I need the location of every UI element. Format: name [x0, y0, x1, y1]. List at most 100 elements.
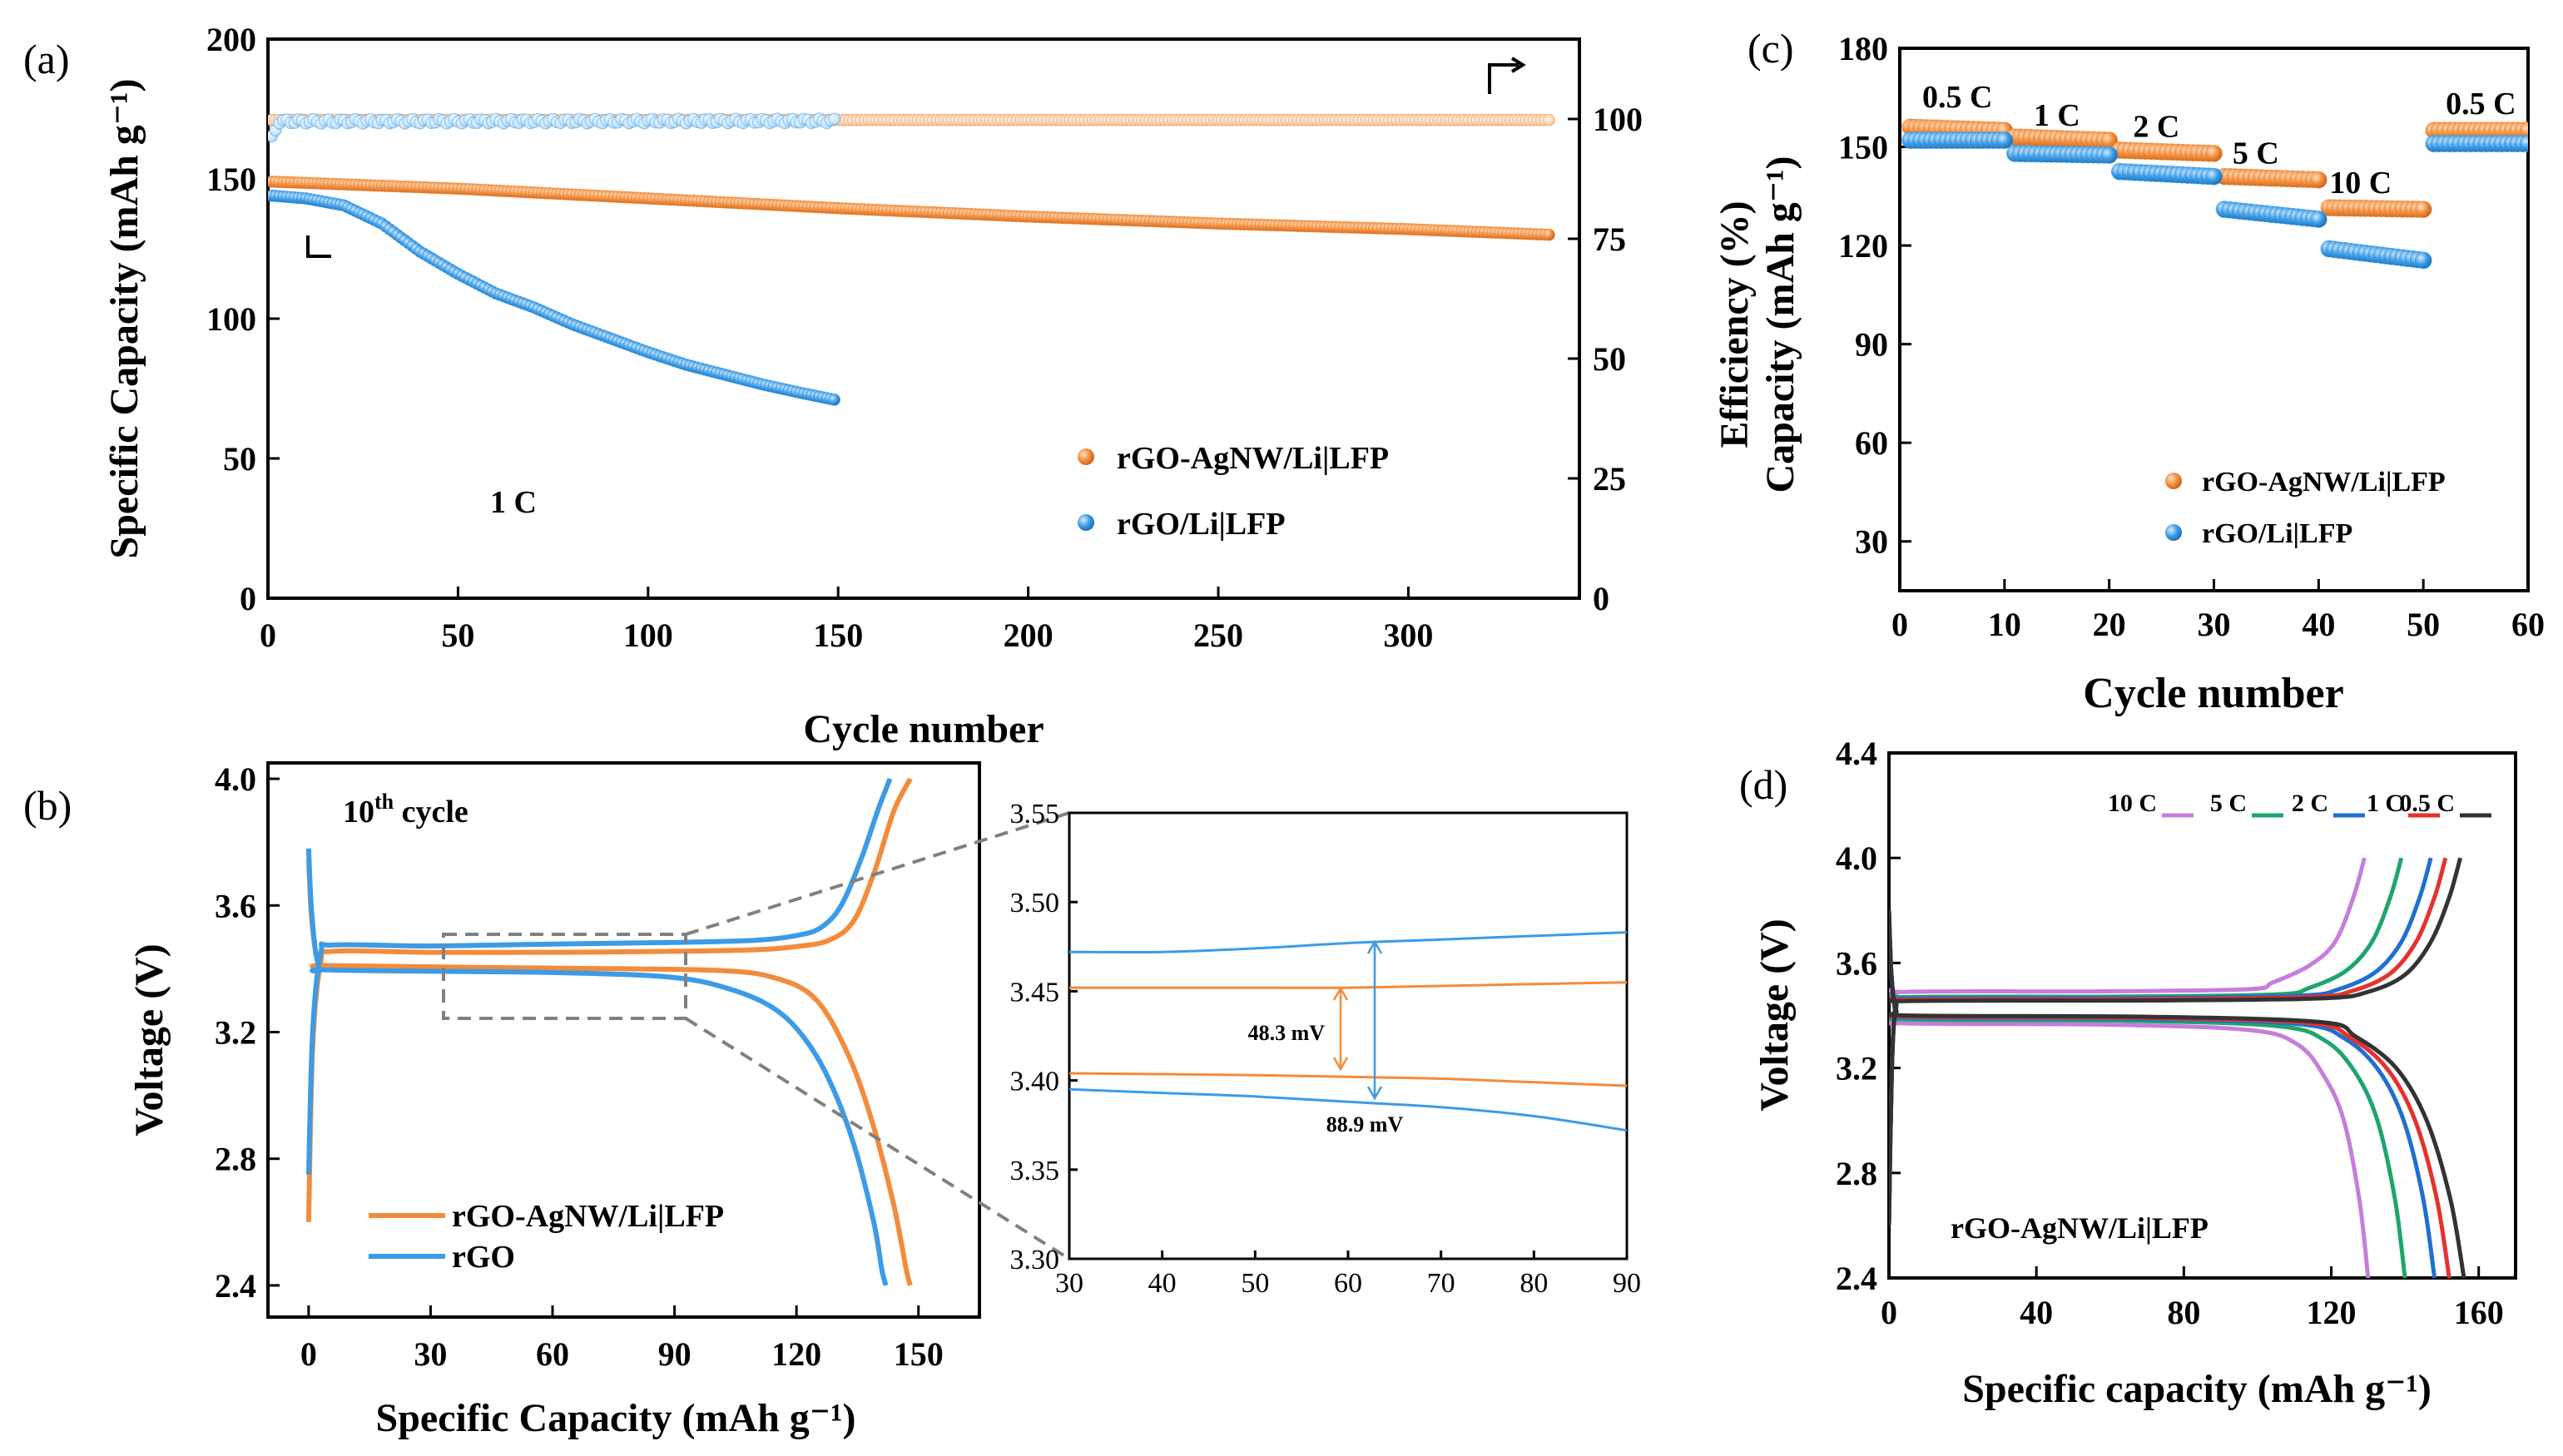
- zoom-region-box: [442, 933, 687, 1020]
- marker-orange-efficiency: [1543, 113, 1555, 126]
- y-tick-label: 3.35: [1010, 1156, 1060, 1186]
- x-tick-label: 60: [536, 1335, 569, 1373]
- x-tick-label: 40: [1148, 1268, 1177, 1299]
- y-tick-label: 90: [1855, 326, 1888, 364]
- panel-d: (d) 0 40 80 120 160 2.4 2.8 3.2 3.6 4.0 4.4 Specif…: [1739, 735, 2517, 1411]
- y-tick-label: 180: [1838, 30, 1888, 67]
- y-tick-label: 120: [1838, 227, 1888, 265]
- y-tick-label: 3.45: [1010, 977, 1060, 1008]
- x-tick-label: 150: [813, 617, 863, 654]
- panel-b: (b) 0 30 60 90 120 150 2.4 2.8 3.2 3.6 4.0 Specifi…: [23, 760, 1071, 1440]
- marker-orange-capacity: [1543, 228, 1555, 241]
- panel-b-data: [305, 777, 913, 1286]
- panel-c-legend-label: rGO/Li|LFP: [2202, 518, 2352, 549]
- panel-c: (c) 0 10 20 30 40 50 60 30 60 90 120 150 180 0.5 C 1 …: [1713, 25, 2545, 717]
- zoom-connector-bottom: [684, 1017, 1071, 1260]
- x-tick-label: 70: [1427, 1268, 1455, 1299]
- panel-b-label: (b): [23, 782, 72, 829]
- marker-blue: [2414, 251, 2432, 270]
- legend-label: 5 C: [2210, 790, 2247, 817]
- y-tick-label: 150: [206, 161, 256, 198]
- panel-d-annotation: rGO-AgNW/Li|LFP: [1951, 1211, 2209, 1245]
- gap-arrowhead-blue-bottom: [1366, 1086, 1383, 1101]
- rate-label: 2 C: [2133, 110, 2179, 145]
- gap-label-orange: 48.3 mV: [1248, 1021, 1326, 1045]
- y-tick-label: 3.50: [1010, 888, 1060, 919]
- panel-d-ylabel: Voltage (V): [1752, 919, 1797, 1112]
- y-tick-label: 3.40: [1010, 1067, 1060, 1097]
- panel-a: (a) 0 50 100 150 200 250 300 0 50 100 150 200 0 25 50 7…: [23, 21, 1643, 751]
- y2-tick-label: 25: [1593, 460, 1626, 498]
- left-axis-pointer-icon: [306, 235, 331, 258]
- y-tick-label: 3.6: [1836, 944, 1877, 982]
- panel-a-ylabel: Specific Capacity (mAh g⁻¹): [102, 79, 146, 559]
- y-tick-label: 200: [206, 21, 256, 58]
- x-tick-label: 30: [414, 1335, 447, 1373]
- panel-c-data: 0.5 C 1 C 2 C 5 C 10 C 0.5 C: [1901, 80, 2528, 270]
- legend-label: 2 C: [2292, 790, 2328, 817]
- panel-c-legend-label: rGO-AgNW/Li|LFP: [2202, 467, 2446, 498]
- x-tick-label: 40: [2302, 606, 2335, 643]
- cycle-word: cycle: [394, 795, 468, 830]
- marker-blue-capacity: [828, 393, 840, 406]
- y2-tick-label: 100: [1593, 101, 1643, 138]
- y-tick-label: 2.4: [215, 1267, 256, 1305]
- x-tick-label: 120: [771, 1335, 821, 1373]
- y-tick-label: 50: [223, 440, 256, 478]
- marker-blue: [2519, 135, 2528, 152]
- y2-tick-label: 75: [1593, 220, 1626, 258]
- y-tick-label: 0: [240, 580, 256, 617]
- panel-a-label: (a): [23, 36, 70, 82]
- panel-c-ylabel-capacity: Capacity (mAh g⁻¹): [1758, 156, 1802, 493]
- panel-b-xlabel: Specific Capacity (mAh g⁻¹): [376, 1396, 856, 1440]
- x-tick-label: 100: [623, 617, 673, 654]
- y-tick-label: 3.2: [1836, 1050, 1877, 1087]
- x-tick-label: 300: [1383, 617, 1433, 654]
- panel-a-data: [268, 112, 1555, 406]
- x-tick-label: 250: [1193, 617, 1243, 654]
- x-tick-label: 160: [2454, 1294, 2504, 1331]
- inset-ticks: 30 40 50 60 70 80 90 3.30 3.35 3.40 3.45 3.50 3.55: [1010, 799, 1642, 1299]
- panel-c-ylabel-efficiency: Efficiency (%): [1713, 201, 1757, 448]
- legend-marker-orange: [2165, 473, 2182, 489]
- x-tick-label: 30: [1055, 1268, 1083, 1299]
- y-tick-label: 100: [206, 300, 256, 338]
- y-tick-label: 4.4: [1836, 735, 1877, 772]
- x-tick-label: 20: [2093, 606, 2126, 643]
- y2-tick-label: 0: [1593, 580, 1609, 617]
- panel-a-legend: rGO-AgNW/Li|LFP rGO/Li|LFP: [1078, 441, 1389, 542]
- y-tick-label: 30: [1855, 523, 1888, 561]
- panel-b-legend: rGO-AgNW/Li|LFP rGO: [369, 1199, 724, 1275]
- x-tick-label: 0: [300, 1335, 317, 1373]
- marker-orange: [2309, 171, 2328, 189]
- gap-label-blue: 88.9 mV: [1326, 1112, 1404, 1137]
- panel-c-xlabel: Cycle number: [2083, 670, 2343, 717]
- inset-data: [1069, 931, 1627, 1132]
- x-tick-label: 50: [441, 617, 474, 654]
- x-tick-label: 80: [1519, 1268, 1548, 1299]
- panel-b-ticks: 0 30 60 90 120 150 2.4 2.8 3.2 3.6 4.0: [215, 760, 944, 1373]
- marker-orange: [2414, 201, 2432, 219]
- inset-curve-blue: [1069, 1087, 1627, 1132]
- y-tick-label: 2.4: [1836, 1260, 1877, 1297]
- gap-arrowhead-orange-top: [1332, 986, 1349, 1001]
- inset-gap-markers: 48.3 mV 88.9 mV: [1248, 939, 1404, 1137]
- legend-label: 0.5 C: [2399, 790, 2455, 817]
- x-tick-label: 150: [894, 1335, 944, 1373]
- panel-b-ylabel: Voltage (V): [127, 943, 171, 1137]
- x-tick-label: 30: [2198, 606, 2231, 643]
- cycle-number: 10: [343, 795, 374, 830]
- panel-b-legend-label: rGO-AgNW/Li|LFP: [452, 1199, 724, 1234]
- x-tick-label: 60: [2511, 606, 2545, 643]
- marker-blue: [2309, 210, 2328, 228]
- x-tick-label: 90: [658, 1335, 692, 1373]
- y-tick-label: 60: [1855, 424, 1888, 462]
- panel-a-xlabel: Cycle number: [803, 707, 1044, 751]
- y-tick-label: 3.6: [215, 887, 256, 924]
- x-tick-label: 40: [2020, 1294, 2053, 1331]
- y-tick-label: 2.8: [1836, 1155, 1877, 1192]
- legend-label: 1 C: [2367, 790, 2403, 817]
- x-tick-label: 50: [2407, 606, 2440, 643]
- marker-blue-efficiency: [828, 112, 840, 126]
